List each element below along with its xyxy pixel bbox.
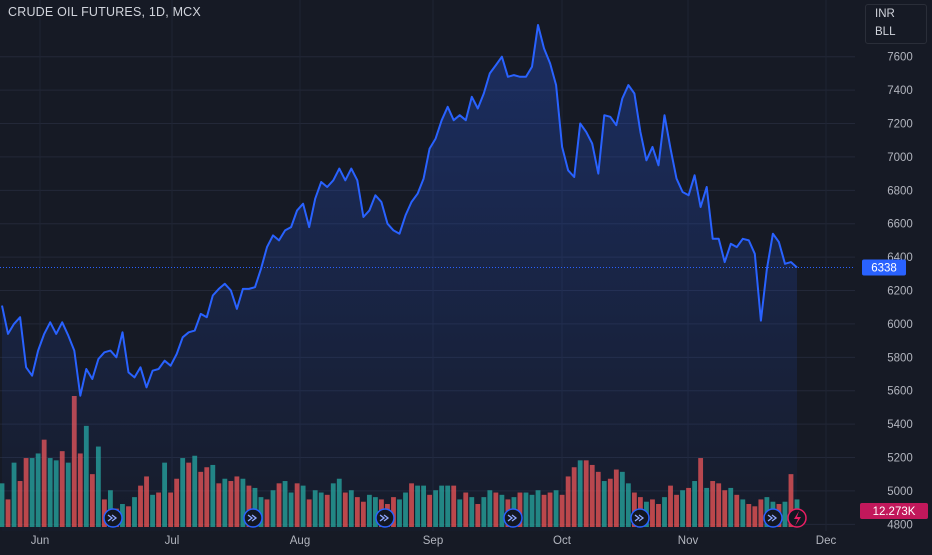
- x-tick-label: Jun: [31, 535, 50, 547]
- y-tick-label: 4800: [887, 519, 913, 531]
- y-tick-label: 5400: [887, 419, 913, 431]
- y-tick-label: 6600: [887, 219, 913, 231]
- badges: 6338 12.273K: [103, 259, 928, 528]
- currency-legend[interactable]: INR BLL: [865, 4, 927, 44]
- volume-label: 12.273K: [873, 506, 916, 518]
- event-marker-icon[interactable]: [630, 508, 650, 528]
- lightning-bolt: [794, 511, 801, 526]
- x-tick-label: Sep: [423, 535, 443, 547]
- price-area-fill: [2, 25, 797, 531]
- x-tick-label: Jul: [165, 535, 180, 547]
- price-line: [1, 24, 798, 397]
- event-arrow: [107, 514, 118, 522]
- event-marker-icon[interactable]: [243, 508, 263, 528]
- y-tick-label: 7600: [887, 52, 913, 64]
- event-marker-icon[interactable]: [763, 508, 783, 528]
- y-tick-label: 5200: [887, 453, 913, 465]
- event-arrow: [247, 514, 258, 522]
- event-marker-icon[interactable]: [375, 508, 395, 528]
- axes: 4800500052005400560058006000620064006600…: [31, 52, 913, 547]
- volume-badge: [860, 503, 928, 519]
- last-price-badge: [862, 259, 906, 276]
- last-price-label: 6338: [871, 262, 897, 274]
- y-tick-label: 6800: [887, 185, 913, 197]
- x-tick-label: Nov: [678, 535, 699, 547]
- y-tick-label: 5600: [887, 386, 913, 398]
- event-arrow: [767, 514, 778, 522]
- legend-item-inr[interactable]: INR: [875, 8, 895, 20]
- chart-title: CRUDE OIL FUTURES, 1D, MCX: [8, 5, 201, 19]
- event-arrow: [379, 514, 390, 522]
- x-tick-label: Aug: [290, 535, 310, 547]
- y-tick-label: 7000: [887, 152, 913, 164]
- y-tick-label: 7200: [887, 119, 913, 131]
- event-marker-icon[interactable]: [503, 508, 523, 528]
- price-area: [0, 24, 855, 531]
- event-arrow: [507, 514, 518, 522]
- y-tick-label: 5000: [887, 486, 913, 498]
- y-tick-label: 6000: [887, 319, 913, 331]
- y-tick-label: 6200: [887, 286, 913, 298]
- x-tick-label: Dec: [816, 535, 837, 547]
- event-arrow: [634, 514, 645, 522]
- legend-item-bll[interactable]: BLL: [875, 26, 896, 38]
- lightning-marker-icon[interactable]: [787, 508, 807, 528]
- y-tick-label: 5800: [887, 352, 913, 364]
- x-tick-label: Oct: [553, 535, 572, 547]
- y-tick-label: 7400: [887, 85, 913, 97]
- event-marker-icon[interactable]: [103, 508, 123, 528]
